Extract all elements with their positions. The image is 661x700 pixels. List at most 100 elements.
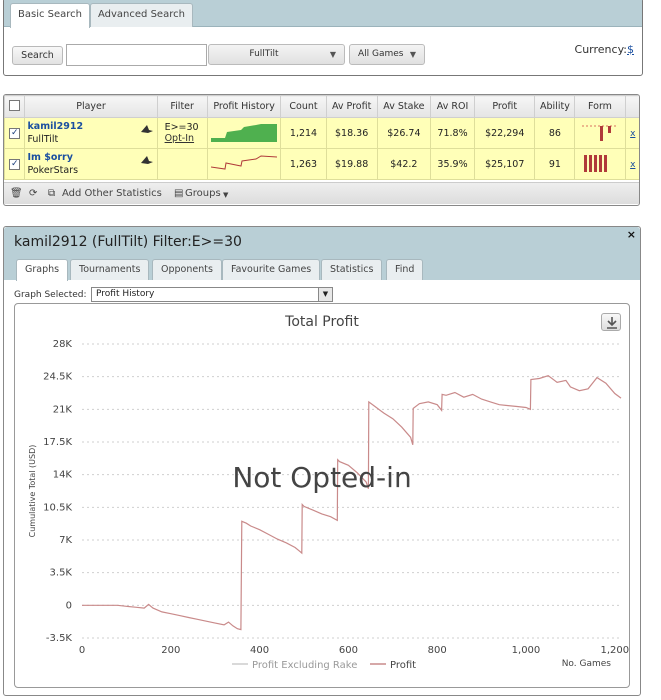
y-tick-label: 10.5K: [43, 502, 72, 513]
av-stake-cell: $42.2: [376, 148, 432, 180]
table-header-row: Player Filter Profit History Count Av Pr…: [4, 95, 639, 118]
close-icon[interactable]: ×: [626, 228, 636, 241]
table-row[interactable]: ✓ Im $orry PokerStars 1,263 $19.88 $42.2…: [4, 148, 639, 180]
refresh-icon[interactable]: ⟳: [29, 188, 38, 199]
player-name-link[interactable]: kamil2912: [27, 121, 84, 132]
profit-series-line: [82, 375, 622, 631]
col-profit[interactable]: Profit: [474, 95, 536, 118]
x-tick-label: 600: [339, 645, 358, 656]
checkbox-checked[interactable]: ✓: [9, 128, 21, 139]
chevron-down-icon: ▼: [223, 191, 229, 199]
y-tick-label: 3.5K: [50, 568, 73, 579]
chevron-down-icon: ▼: [329, 50, 336, 59]
graph-select[interactable]: Profit History ▼: [91, 287, 333, 302]
row-checkbox[interactable]: ✓: [4, 117, 26, 149]
detail-header: kamil2912 (FullTilt) Filter:E>=30 × Grap…: [4, 227, 640, 281]
col-av-profit[interactable]: Av Profit: [325, 95, 378, 118]
form-cell: [574, 117, 626, 149]
x-tick-label: 1,000: [512, 645, 541, 656]
currency-link[interactable]: $: [627, 43, 634, 56]
row-checkbox[interactable]: ✓: [4, 148, 26, 180]
y-tick-label: 21K: [53, 404, 73, 415]
av-profit-cell: $19.88: [325, 148, 378, 180]
chart-container: -3.5K 0 3.5K 7K 10.5K 14K 17.5K 21K 24.5K 28K 0 200…: [14, 303, 630, 688]
profit-history-cell: [206, 117, 282, 149]
av-stake-cell: $26.74: [376, 117, 432, 149]
y-tick-label: 14K: [53, 470, 73, 481]
remove-cell: x: [624, 148, 639, 180]
graph-selected-label: Graph Selected:: [14, 290, 87, 300]
shark-icon: [140, 156, 153, 164]
col-remove: [624, 95, 639, 118]
tab-statistics[interactable]: Statistics: [321, 259, 383, 280]
trash-icon[interactable]: 🗑: [10, 188, 23, 199]
y-axis-label: Cumulative Total (USD): [28, 445, 37, 538]
form-cell: [574, 148, 626, 180]
y-tick-label: 17.5K: [43, 437, 72, 448]
site-select[interactable]: FullTilt ▼: [208, 44, 345, 65]
remove-button[interactable]: x: [630, 128, 636, 139]
profit-chart: -3.5K 0 3.5K 7K 10.5K 14K 17.5K 21K 24.5K 28K 0 200…: [28, 314, 629, 671]
x-tick-label: 1,200: [600, 645, 629, 656]
player-name-link[interactable]: Im $orry: [27, 152, 73, 163]
currency-selector[interactable]: Currency:$: [575, 43, 634, 56]
x-tick-label: 400: [250, 645, 269, 656]
site-select-value: FullTilt: [249, 49, 279, 59]
col-count[interactable]: Count: [280, 95, 327, 118]
tab-favourite-games[interactable]: Favourite Games: [222, 259, 321, 280]
download-icon[interactable]: [601, 313, 621, 331]
ability-cell: 86: [534, 117, 576, 149]
chart-title: Total Profit: [284, 314, 359, 330]
chevron-down-icon: ▼: [409, 50, 416, 59]
profit-history-cell: [206, 148, 282, 180]
col-filter[interactable]: Filter: [156, 95, 208, 118]
col-player[interactable]: Player: [24, 95, 158, 118]
add-statistics-icon: ⧉: [48, 188, 56, 199]
profit-cell: $25,107: [474, 148, 536, 180]
not-opted-in-overlay: Not Opted-in: [232, 461, 411, 494]
remove-button[interactable]: x: [630, 159, 636, 170]
filter-cell: [156, 148, 208, 180]
profit-cell: $22,294: [474, 117, 536, 149]
shark-icon: [140, 125, 153, 133]
legend-label-excluding-rake: Profit Excluding Rake: [252, 660, 357, 671]
table-row[interactable]: ✓ kamil2912 FullTilt E>=30 Opt-In 1,214 …: [4, 117, 639, 149]
tab-tournaments[interactable]: Tournaments: [70, 259, 150, 280]
search-button[interactable]: Search: [12, 46, 63, 65]
tab-opponents[interactable]: Opponents: [152, 259, 222, 280]
search-input[interactable]: [66, 44, 207, 66]
groups-button[interactable]: Groups: [185, 188, 221, 199]
tab-basic-search[interactable]: Basic Search: [10, 3, 91, 28]
y-tick-label: 0: [66, 600, 72, 611]
form-chart: [581, 125, 618, 141]
col-ability[interactable]: Ability: [534, 95, 576, 118]
filter-value: E>=30: [164, 122, 199, 133]
detail-title: kamil2912 (FullTilt) Filter:E>=30: [14, 234, 242, 250]
add-statistics-button[interactable]: Add Other Statistics: [62, 188, 162, 199]
col-form[interactable]: Form: [574, 95, 626, 118]
tab-advanced-search[interactable]: Advanced Search: [90, 3, 193, 27]
table-footer: 🗑 ⟳ ⧉ Add Other Statistics ▤ Groups ▼: [4, 182, 639, 204]
y-tick-label: -3.5K: [46, 633, 73, 644]
count-cell: 1,263: [280, 148, 327, 180]
count-cell: 1,214: [280, 117, 327, 149]
remove-cell: x: [624, 117, 639, 149]
select-all-checkbox[interactable]: [4, 95, 26, 118]
filter-cell: E>=30 Opt-In: [156, 117, 208, 149]
av-roi-cell: 71.8%: [429, 117, 476, 149]
search-tabs-bar: Basic Search Advanced Search: [4, 0, 642, 28]
chevron-down-icon: ▼: [318, 288, 332, 301]
tab-find[interactable]: Find: [386, 259, 424, 280]
tab-graphs[interactable]: Graphs: [16, 259, 69, 281]
games-select[interactable]: All Games ▼: [349, 44, 425, 65]
opt-in-link[interactable]: Opt-In: [164, 133, 195, 144]
y-tick-label: 28K: [53, 339, 73, 350]
currency-label: Currency:: [574, 43, 627, 56]
players-table-panel: Player Filter Profit History Count Av Pr…: [3, 94, 640, 206]
col-av-stake[interactable]: Av Stake: [376, 95, 432, 118]
x-tick-label: 800: [428, 645, 447, 656]
col-av-roi[interactable]: Av ROI: [429, 95, 476, 118]
col-profit-history[interactable]: Profit History: [206, 95, 282, 118]
x-axis-label: No. Games: [562, 659, 612, 669]
checkbox-checked[interactable]: ✓: [9, 159, 21, 170]
